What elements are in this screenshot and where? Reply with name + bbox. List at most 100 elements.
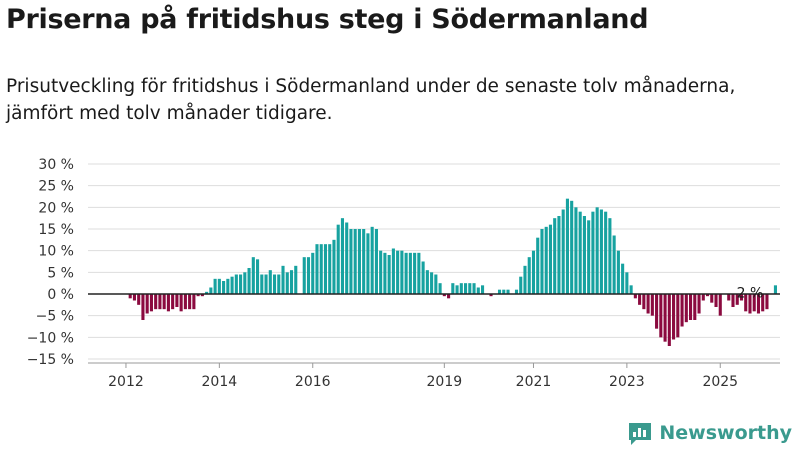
bar (396, 250, 400, 294)
y-tick-label: 0 % (47, 287, 74, 303)
brand-name: Newsworthy (659, 422, 792, 444)
bar (489, 294, 493, 297)
bar (748, 294, 752, 314)
x-tick-label: 2012 (108, 374, 144, 390)
bar (366, 233, 370, 294)
bar (514, 289, 519, 294)
bar (260, 274, 264, 294)
bar (149, 294, 153, 312)
bar (311, 252, 315, 294)
bar (693, 294, 697, 320)
bar (506, 289, 510, 294)
bar (200, 294, 204, 297)
bar (752, 294, 756, 312)
bar (582, 216, 586, 294)
bar (523, 265, 527, 294)
bar (527, 257, 531, 294)
x-axis: 2012 2014 2016 2019 2021 2023 2025 (88, 362, 780, 390)
bar (328, 244, 332, 294)
bar (387, 255, 391, 294)
bar (680, 294, 684, 327)
bar (705, 294, 710, 297)
bar (519, 276, 523, 294)
bar (137, 294, 141, 305)
bar (239, 274, 243, 294)
bar (349, 229, 353, 294)
bar (659, 294, 663, 338)
bar (379, 250, 383, 294)
bar (676, 294, 680, 338)
bar (175, 294, 179, 307)
bar (264, 274, 268, 294)
bars (128, 198, 777, 346)
bar (735, 294, 739, 305)
bar (222, 281, 226, 294)
bar (642, 294, 646, 310)
bar (336, 224, 340, 294)
bar (459, 283, 463, 294)
bar (226, 278, 230, 294)
bar (570, 200, 574, 294)
bar (701, 294, 705, 301)
bar (277, 274, 281, 294)
bar (710, 294, 714, 303)
bar (400, 250, 404, 294)
bar (128, 294, 132, 299)
x-tick-label: 2023 (609, 374, 645, 390)
bar (604, 211, 608, 294)
bar (362, 229, 366, 294)
bar (442, 294, 446, 297)
bar (289, 270, 294, 294)
bar (697, 294, 701, 314)
bar (718, 294, 722, 316)
bar (476, 287, 480, 294)
bar (544, 226, 548, 294)
bar (608, 218, 612, 294)
bar (158, 294, 162, 310)
bar (281, 265, 285, 294)
bar (744, 294, 748, 312)
bar (332, 239, 336, 294)
bar (650, 294, 654, 316)
bar (765, 294, 769, 310)
bar (663, 294, 667, 342)
bar (162, 294, 166, 310)
y-tick-label: 25 % (38, 179, 74, 195)
bar (353, 229, 357, 294)
bar (574, 207, 578, 294)
bar (587, 220, 591, 294)
bar (425, 270, 429, 294)
bar (196, 294, 200, 297)
x-tick-label: 2016 (295, 374, 331, 390)
bar (684, 294, 688, 323)
chart-title: Priserna på fritidshus steg i Södermanla… (6, 4, 649, 35)
bar (553, 218, 557, 294)
bar (739, 294, 744, 301)
bar (247, 268, 251, 294)
bar (171, 294, 175, 310)
bar (319, 244, 323, 294)
bar (166, 294, 170, 312)
gridlines (88, 163, 780, 360)
bar (561, 209, 565, 294)
bar (438, 283, 442, 294)
bar (183, 294, 187, 310)
y-tick-label: −10 % (27, 330, 74, 346)
bar (302, 257, 306, 294)
bar (417, 252, 421, 294)
bar (132, 294, 136, 301)
y-tick-label: 5 % (47, 265, 74, 281)
bar (391, 248, 395, 294)
bar (557, 216, 561, 294)
bar (323, 244, 328, 294)
bar (294, 265, 298, 294)
bar (472, 283, 476, 294)
bar (595, 207, 599, 294)
bar (633, 294, 637, 299)
bar (773, 285, 777, 294)
last-value-annotation: 2 % (737, 286, 764, 302)
bar (413, 252, 417, 294)
bar (340, 218, 345, 294)
bar (370, 226, 374, 294)
y-tick-label: −15 % (27, 352, 74, 368)
